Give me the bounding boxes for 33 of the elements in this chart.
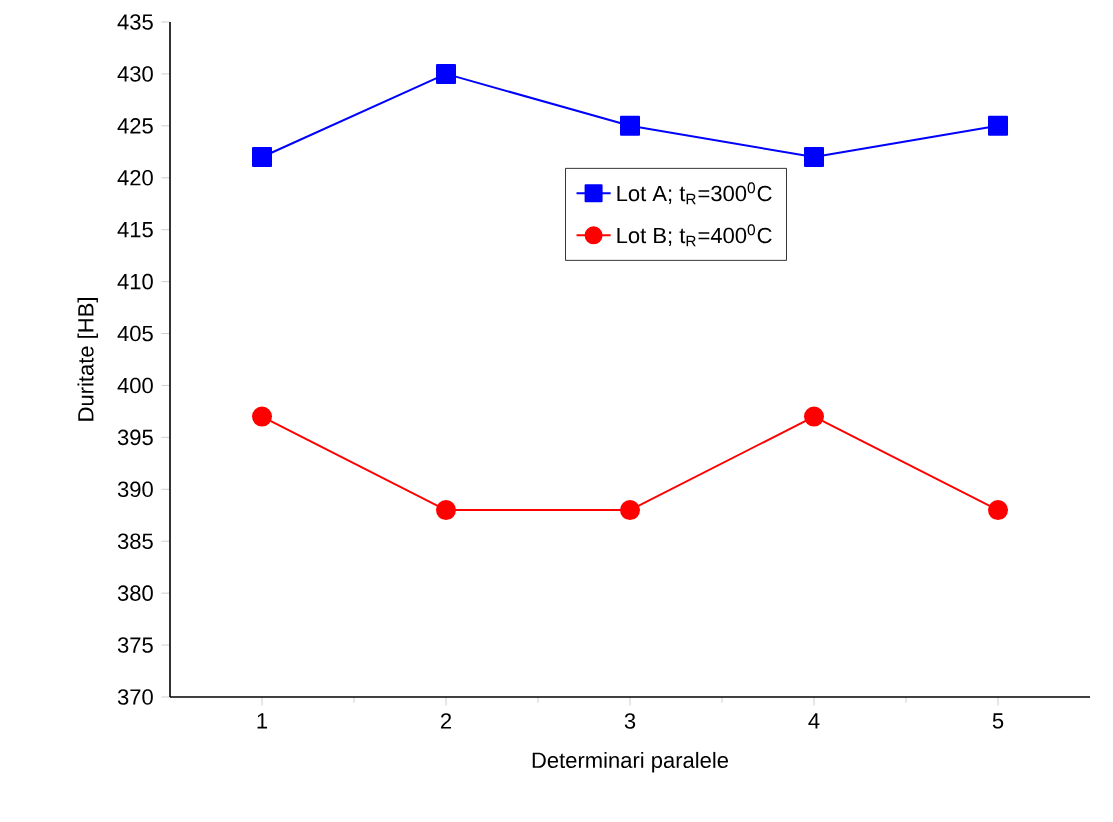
point (252, 406, 273, 427)
point (988, 500, 1009, 521)
point (804, 146, 824, 167)
x-tick-label: 3 (624, 713, 636, 729)
point (252, 146, 273, 167)
y-tick-label: 405 (117, 325, 153, 342)
y-axis-title: Duritate [HB] (77, 298, 98, 421)
y-tick-label: 435 (117, 14, 153, 30)
y-tick-label: 430 (117, 66, 153, 82)
y-tick-label: 380 (117, 585, 153, 601)
y-tick-label: 410 (117, 273, 153, 290)
legend-label: Lot B; t$_{R}$=400$^{0}$C (617, 224, 772, 247)
x-tick-label: 2 (440, 713, 452, 729)
x-tick-label: 5 (992, 713, 1004, 729)
y-tick-label: 370 (117, 689, 153, 705)
y-tick-label: 400 (117, 377, 153, 394)
point (804, 406, 824, 427)
y-tick-label: 420 (117, 169, 153, 186)
y-tick-label: 390 (117, 481, 153, 498)
point (436, 63, 457, 84)
point (436, 500, 457, 521)
y-tick-label: 395 (117, 429, 153, 446)
point (620, 115, 640, 136)
point (988, 115, 1009, 136)
x-tick-label: 4 (808, 713, 820, 729)
point (620, 500, 640, 521)
x-axis-title: Determinari paralele (532, 751, 729, 773)
y-tick-label: 385 (117, 533, 153, 550)
y-tick-label: 375 (117, 637, 153, 653)
legend-label: Lot A; t$_{R}$=300$^{0}$C (617, 182, 772, 205)
y-tick-label: 425 (117, 118, 153, 134)
x-tick-label: 1 (257, 713, 268, 729)
y-tick-label: 415 (117, 222, 153, 238)
